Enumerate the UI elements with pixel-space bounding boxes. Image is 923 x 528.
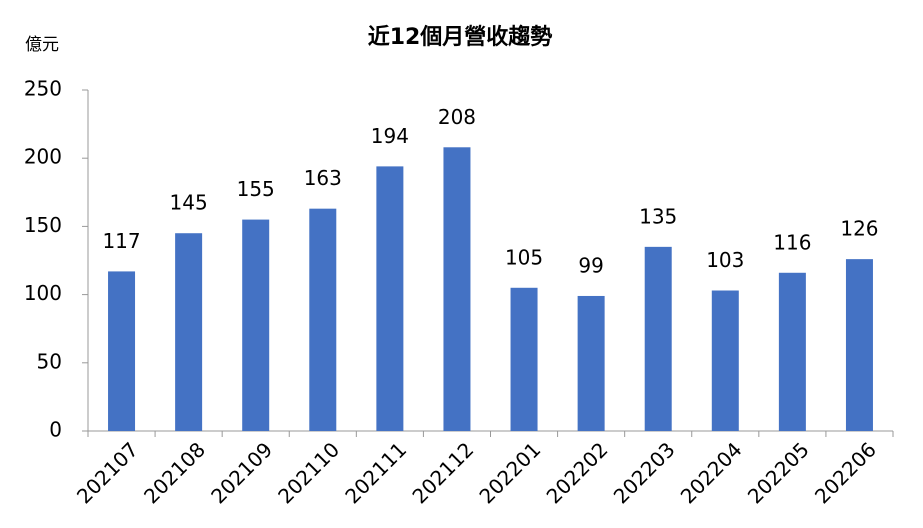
data-label: 145 — [170, 191, 208, 215]
y-tick-label: 50 — [37, 349, 62, 373]
bar — [242, 219, 270, 431]
y-tick-label: 200 — [24, 145, 62, 169]
data-label: 163 — [304, 166, 342, 190]
y-tick-label: 250 — [24, 77, 62, 101]
data-label: 135 — [639, 204, 677, 228]
data-label: 126 — [840, 217, 878, 241]
data-label: 105 — [505, 245, 543, 269]
y-tick-label: 150 — [24, 213, 62, 237]
y-tick-label: 0 — [49, 418, 62, 442]
bar — [443, 147, 471, 431]
data-label: 99 — [578, 253, 603, 277]
data-label: 116 — [773, 230, 811, 254]
data-label: 117 — [102, 229, 140, 253]
bar — [108, 271, 136, 431]
bar — [845, 259, 873, 431]
bar — [175, 233, 203, 431]
bar — [376, 166, 404, 431]
y-axis-unit: 億元 — [25, 35, 59, 55]
y-tick-label: 100 — [24, 281, 62, 305]
bar — [711, 290, 739, 431]
data-label: 103 — [706, 248, 744, 272]
bar — [510, 287, 538, 431]
bar — [309, 208, 337, 431]
data-label: 208 — [438, 105, 476, 129]
bar — [577, 295, 605, 431]
data-label: 155 — [237, 177, 275, 201]
bar — [778, 272, 806, 431]
data-label: 194 — [371, 124, 409, 148]
bar — [644, 246, 672, 431]
chart-title: 近12個月營收趨勢 — [368, 24, 553, 50]
